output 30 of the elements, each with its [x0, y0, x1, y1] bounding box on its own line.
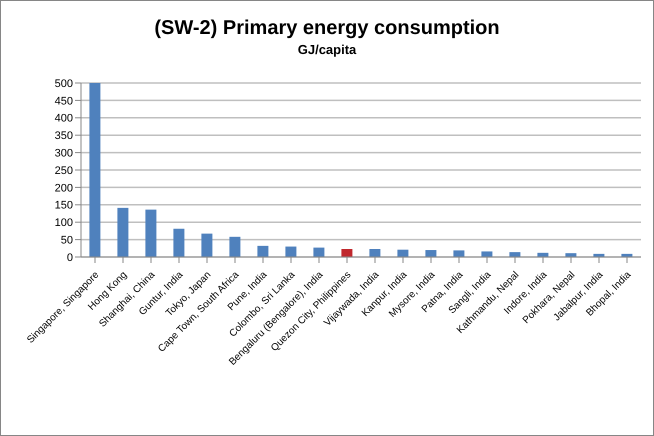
- chart-subtitle: GJ/capita: [296, 42, 358, 57]
- y-tick-label: 450: [54, 95, 73, 108]
- y-tick-label: 250: [54, 164, 73, 177]
- bar: [117, 208, 128, 257]
- chart-title: (SW-2) Primary energy consumption: [153, 17, 501, 40]
- y-tick-label: 400: [54, 112, 73, 125]
- bar: [565, 253, 576, 257]
- bar: [425, 250, 436, 257]
- y-tick-label: 200: [54, 182, 73, 194]
- bar: [201, 234, 212, 257]
- bar: [229, 236, 240, 257]
- bar: [257, 246, 268, 257]
- bar: [89, 83, 100, 257]
- bar: [369, 248, 380, 257]
- y-tick-label: 300: [54, 148, 73, 160]
- y-tick-label: 350: [54, 130, 73, 142]
- y-tick-label: 150: [54, 200, 73, 212]
- bar: [145, 210, 156, 257]
- y-tick-label: 500: [54, 78, 73, 90]
- bar: [481, 251, 492, 257]
- bar: [397, 250, 408, 257]
- bar: [173, 228, 184, 257]
- bar: [285, 246, 296, 257]
- bar: [509, 252, 520, 257]
- y-tick-label: 0: [66, 252, 73, 264]
- bar: [313, 248, 324, 257]
- y-tick-label: 50: [60, 234, 73, 247]
- bar: [453, 250, 464, 257]
- bar: [341, 248, 352, 257]
- y-tick-label: 100: [54, 217, 73, 230]
